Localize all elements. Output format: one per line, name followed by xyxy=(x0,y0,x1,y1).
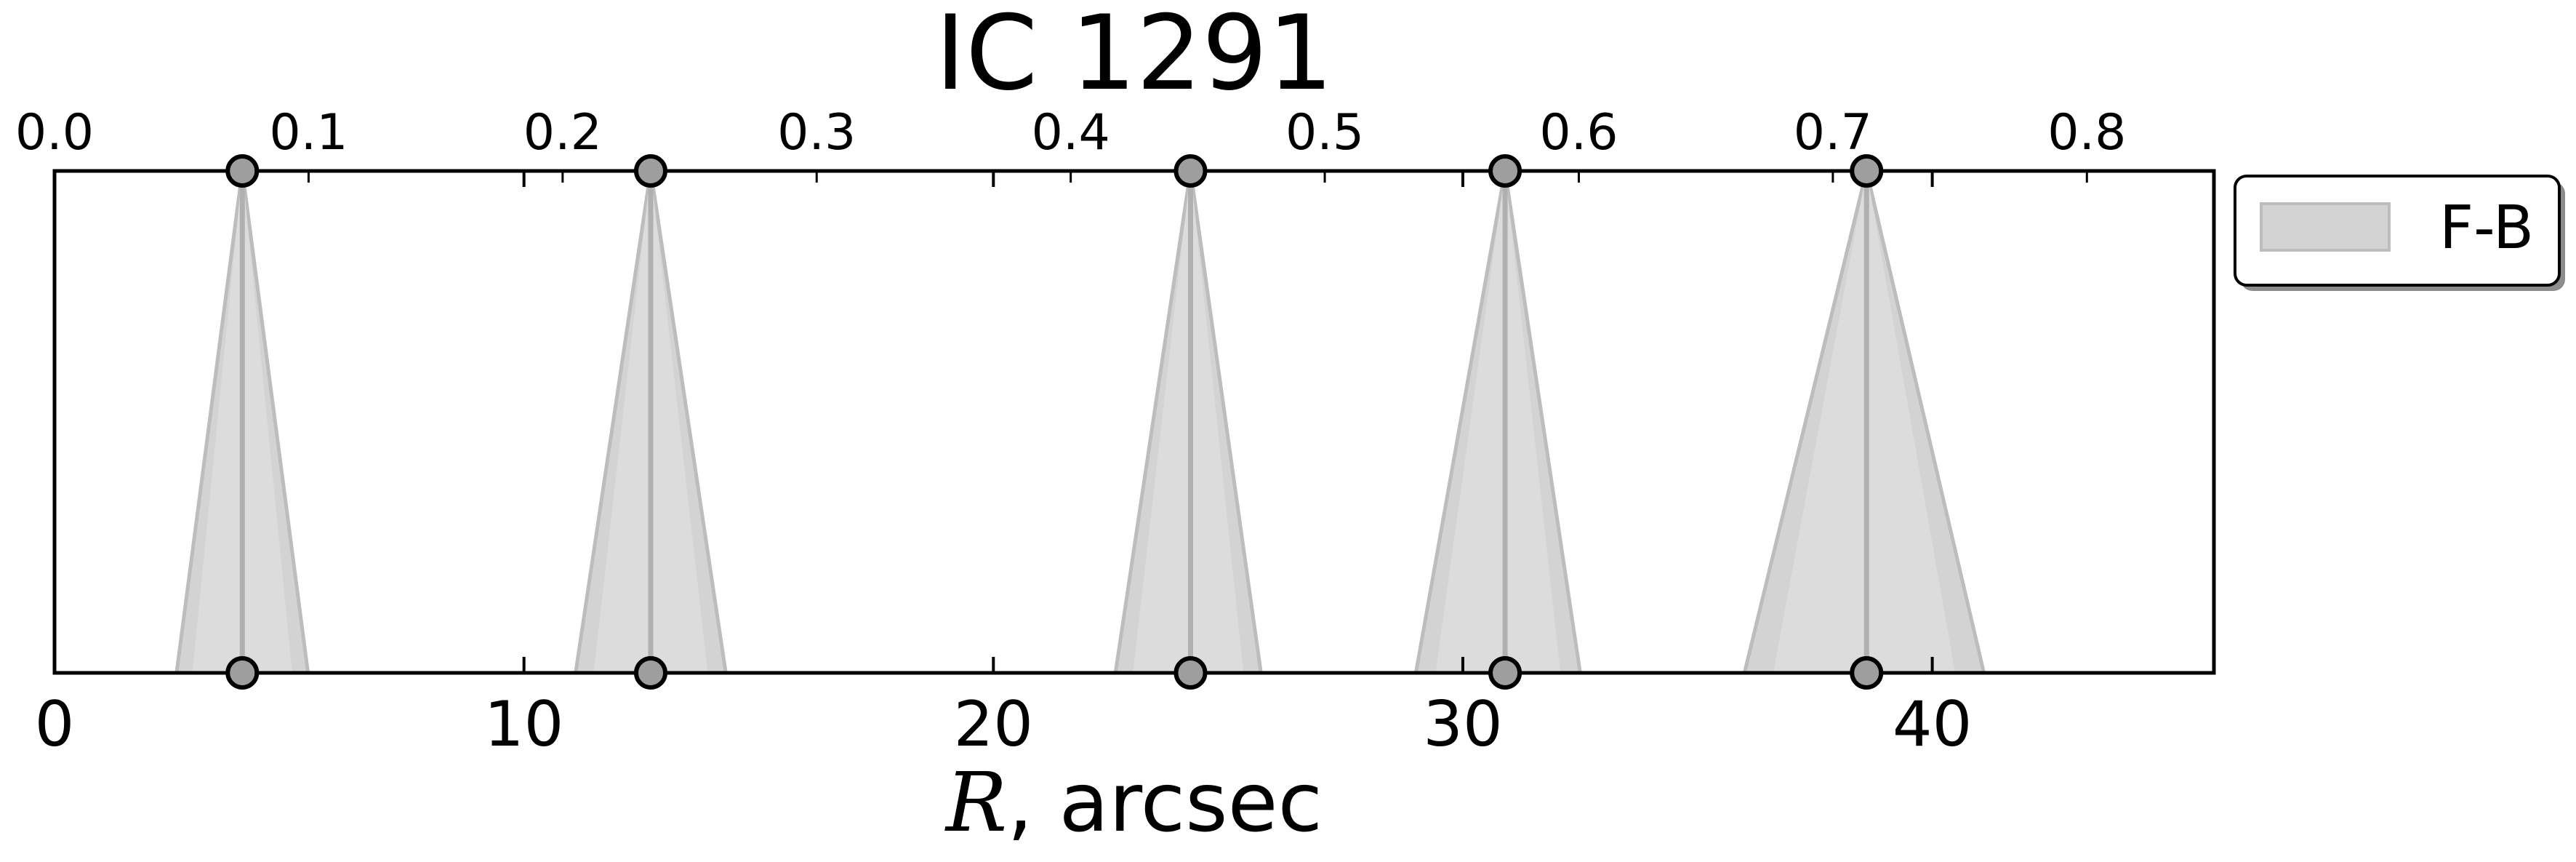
bottom-tick-label-4: 40 xyxy=(1893,688,1972,761)
f-b-markers xyxy=(225,154,1884,690)
f-b-marker-bottom-0 xyxy=(225,656,260,690)
f-b-band-inner-3 xyxy=(1435,171,1561,673)
f-b-marker-bottom-4 xyxy=(1850,656,1884,690)
top-tick-label-3: 0.3 xyxy=(777,104,856,161)
legend: F-B xyxy=(2234,175,2565,291)
top-tick-label-2: 0.2 xyxy=(523,104,602,161)
x-axis-label: R, arcsec xyxy=(944,756,1323,850)
f-b-marker-bottom-2 xyxy=(1173,656,1208,690)
top-tick-label-8: 0.8 xyxy=(2047,104,2126,161)
f-b-marker-bottom-1 xyxy=(633,656,667,690)
top-tick-label-5: 0.5 xyxy=(1285,104,1364,161)
legend-swatch xyxy=(2260,202,2391,252)
axis-ticks: 0 10 20 30 40 0.0 0.1 0.2 0.3 0.4 0.5 0.6 0.7 0.8 xyxy=(15,104,2126,761)
x-axis-label-symbol: R xyxy=(944,756,1007,850)
bottom-tick-label-1: 10 xyxy=(484,688,563,761)
bottom-tick-label-0: 0 xyxy=(35,688,75,761)
top-tick-label-0: 0.0 xyxy=(15,104,94,161)
top-tick-label-7: 0.7 xyxy=(1794,104,1872,161)
top-tick-label-1: 0.1 xyxy=(269,104,348,161)
bottom-tick-label-3: 30 xyxy=(1423,688,1502,761)
f-b-marker-top-3 xyxy=(1488,154,1522,188)
f-b-marker-top-0 xyxy=(225,154,260,188)
legend-label-f-b: F-B xyxy=(2439,193,2534,263)
top-tick-label-4: 0.4 xyxy=(1032,104,1110,161)
bottom-tick-label-2: 20 xyxy=(954,688,1033,761)
f-b-marker-top-1 xyxy=(633,154,667,188)
f-b-marker-bottom-3 xyxy=(1488,656,1522,690)
chart-title: IC 1291 xyxy=(935,0,1333,113)
plot-marks xyxy=(174,170,1986,675)
top-tick-label-6: 0.6 xyxy=(1539,104,1618,161)
f-b-marker-top-2 xyxy=(1173,154,1208,188)
f-b-marker-top-4 xyxy=(1850,154,1884,188)
plot-frame xyxy=(52,169,2216,675)
x-axis-label-unit: , arcsec xyxy=(1007,756,1323,850)
